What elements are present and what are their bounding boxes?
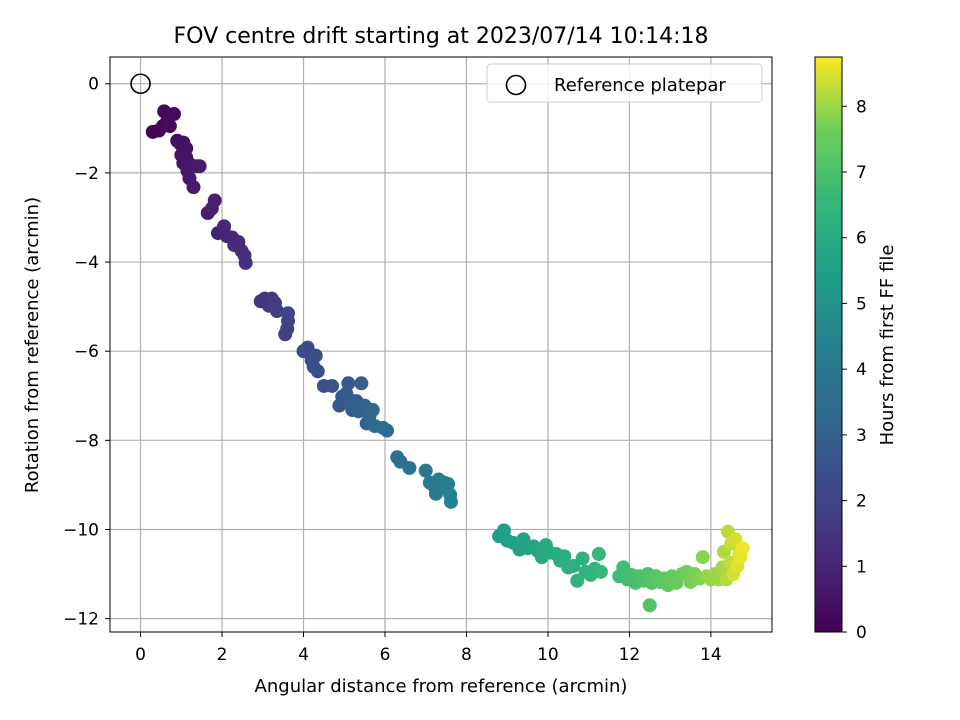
scatter-point [186,180,201,195]
scatter-point [238,255,253,270]
y-tick-label: −8 [74,431,99,451]
colorbar-tick-label: 1 [856,557,867,577]
scatter-point [325,378,340,393]
scatter-point [192,159,207,174]
scatter-point [281,306,296,321]
scatter-point [365,403,380,418]
y-tick-label: −2 [74,164,99,184]
scatter-point [207,193,222,208]
scatter-point [735,541,750,556]
scatter-point [162,119,177,134]
scatter-point [570,573,585,588]
scatter-point [695,550,710,565]
colorbar-tick-label: 3 [856,426,867,446]
reference-point [130,73,151,95]
x-axis-label: Angular distance from reference (arcmin) [255,676,628,697]
x-tick-label: 10 [537,645,559,665]
colorbar-ticks: 0 1 2 3 4 5 6 7 8 [842,97,867,643]
scatter-point [591,546,606,561]
legend: Reference platepar [486,63,763,103]
scatter-point [380,423,395,438]
scatter-point [642,598,657,613]
colorbar-gradient [814,56,843,633]
colorbar-tick-label: 6 [856,229,867,249]
colorbar-tick-label: 8 [856,97,867,117]
x-tick-label: 4 [298,645,309,665]
y-axis-label: Rotation from reference (arcmin) [22,197,43,493]
legend-marker [505,74,527,96]
x-tick-label: 2 [217,645,228,665]
x-tick-label: 6 [380,645,391,665]
scatter-point [418,463,433,478]
colorbar: 0 1 2 3 4 5 6 7 8 Hours from first FF file [814,56,898,643]
scatter-point [166,107,181,122]
y-tick-label: −4 [74,253,99,273]
legend-entry: Reference platepar [554,75,726,96]
scatter-point [310,364,325,379]
chart-title: FOV centre drift starting at 2023/07/14 … [174,24,709,49]
x-tick-label: 8 [461,645,472,665]
colorbar-tick-label: 7 [856,163,867,183]
scatter-point [575,551,590,566]
colorbar-tick-label: 5 [856,294,867,314]
colorbar-tick-label: 0 [856,623,867,643]
y-tick-label: −10 [63,520,99,540]
colorbar-tick-label: 2 [856,492,867,512]
x-tick-label: 12 [619,645,641,665]
y-axis-ticks: 0 −2 −4 −6 −8 −10 −12 [63,75,110,630]
plot-frame [109,56,773,633]
x-tick-label: 14 [700,645,722,665]
scatter-point [354,376,369,391]
reference-marker [130,73,151,95]
scatter-point [308,348,323,363]
scatter-point [566,559,581,574]
scatter-point [341,376,356,391]
x-axis-ticks: 0 2 4 6 8 10 12 14 [135,632,722,665]
x-tick-label: 0 [135,645,146,665]
scatter-point [402,460,417,475]
scatter-point [443,494,458,509]
scatter-point [593,564,608,579]
colorbar-tick-label: 4 [856,360,867,380]
scatter-point [270,304,285,319]
scatter-points [145,104,750,613]
y-tick-label: −6 [74,342,99,362]
grid-lines [110,57,772,632]
legend-box [486,63,763,103]
scatter-point [557,549,572,564]
colorbar-label: Hours from first FF file [877,245,898,446]
scatter-point [441,477,456,492]
y-tick-label: −12 [63,610,99,630]
y-tick-label: 0 [88,75,99,95]
